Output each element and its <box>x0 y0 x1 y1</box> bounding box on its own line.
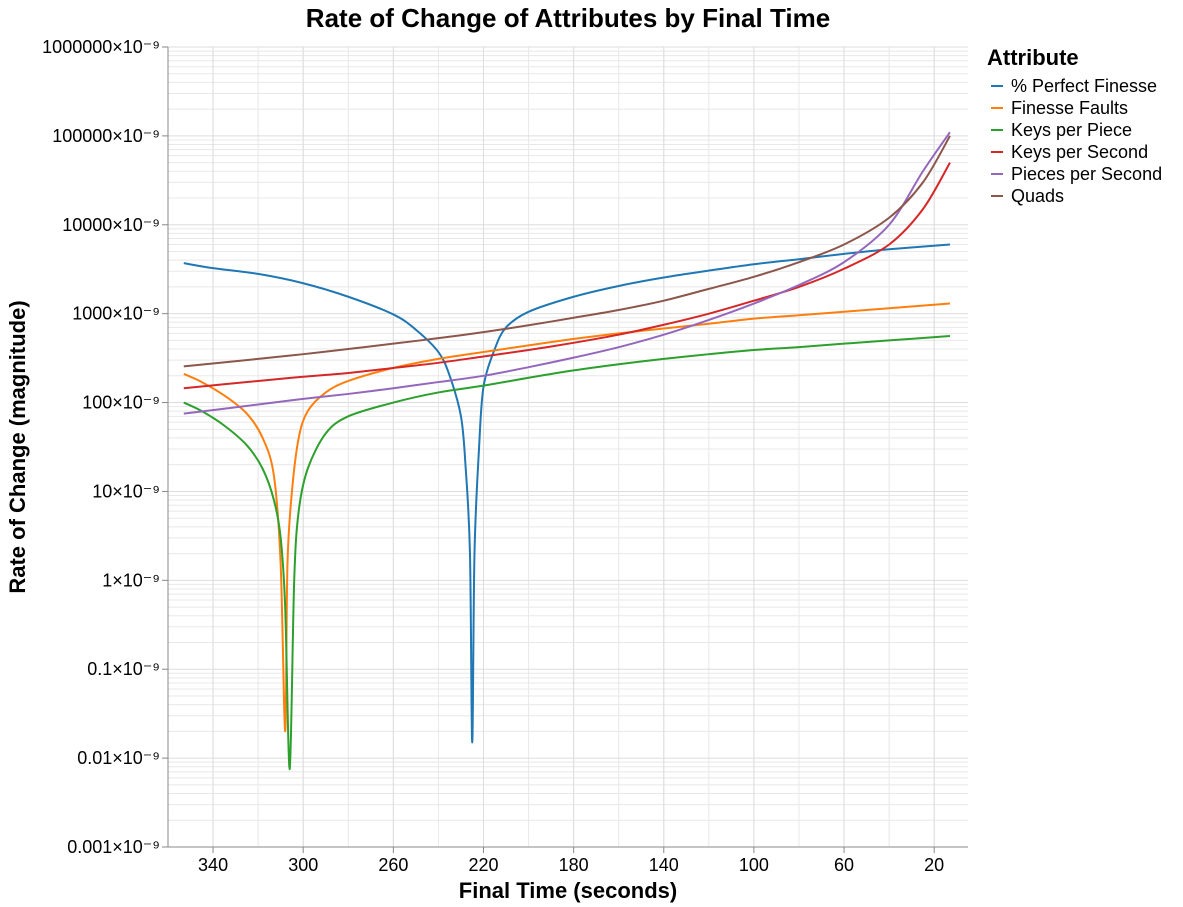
legend-label: Finesse Faults <box>1011 98 1128 118</box>
y-axis-title: Rate of Change (magnitude) <box>5 300 30 593</box>
y-tick-label: 100×10⁻⁹ <box>82 393 160 413</box>
chart-title: Rate of Change of Attributes by Final Ti… <box>306 3 830 33</box>
series-line-1 <box>183 243 951 744</box>
y-tick-label: 0.1×10⁻⁹ <box>87 659 160 679</box>
x-axis-title: Final Time (seconds) <box>459 878 677 903</box>
y-tick-label: 10000×10⁻⁹ <box>62 215 160 235</box>
legend-label: % Perfect Finesse <box>1011 76 1157 96</box>
y-tick-label: 100000×10⁻⁹ <box>52 126 160 146</box>
x-tick-label: 260 <box>378 855 408 875</box>
x-tick-label: 100 <box>739 855 769 875</box>
series-line-5 <box>183 131 951 415</box>
x-tick-label: 340 <box>198 855 228 875</box>
x-tick-label: 300 <box>288 855 318 875</box>
x-tick-label: 20 <box>924 855 944 875</box>
x-tick-label: 180 <box>559 855 589 875</box>
series-line-2 <box>183 302 951 733</box>
legend-label: Keys per Piece <box>1011 120 1132 140</box>
legend-label: Keys per Second <box>1011 142 1148 162</box>
axes: 1000000×10⁻⁹ 100000×10⁻⁹ 10000×10⁻⁹ 1000×10… <box>42 37 968 875</box>
y-tick-label: 1000000×10⁻⁹ <box>42 37 160 57</box>
series-group <box>183 131 951 771</box>
series-line-4 <box>183 162 951 390</box>
x-tick-label: 220 <box>468 855 498 875</box>
y-tick-label: 1000×10⁻⁹ <box>72 304 160 324</box>
x-tick-label: 60 <box>834 855 854 875</box>
legend-label: Pieces per Second <box>1011 164 1162 184</box>
x-tick-label: 140 <box>649 855 679 875</box>
legend-title: Attribute <box>987 45 1079 70</box>
y-tick-label: 0.001×10⁻⁹ <box>67 837 160 857</box>
series-line-3 <box>183 335 951 771</box>
y-tick-label: 10×10⁻⁹ <box>92 481 160 501</box>
y-tick-label: 1×10⁻⁹ <box>102 570 160 590</box>
legend-label: Quads <box>1011 186 1064 206</box>
series-line-6 <box>183 135 951 368</box>
y-tick-label: 0.01×10⁻⁹ <box>77 748 160 768</box>
grid <box>167 46 968 848</box>
